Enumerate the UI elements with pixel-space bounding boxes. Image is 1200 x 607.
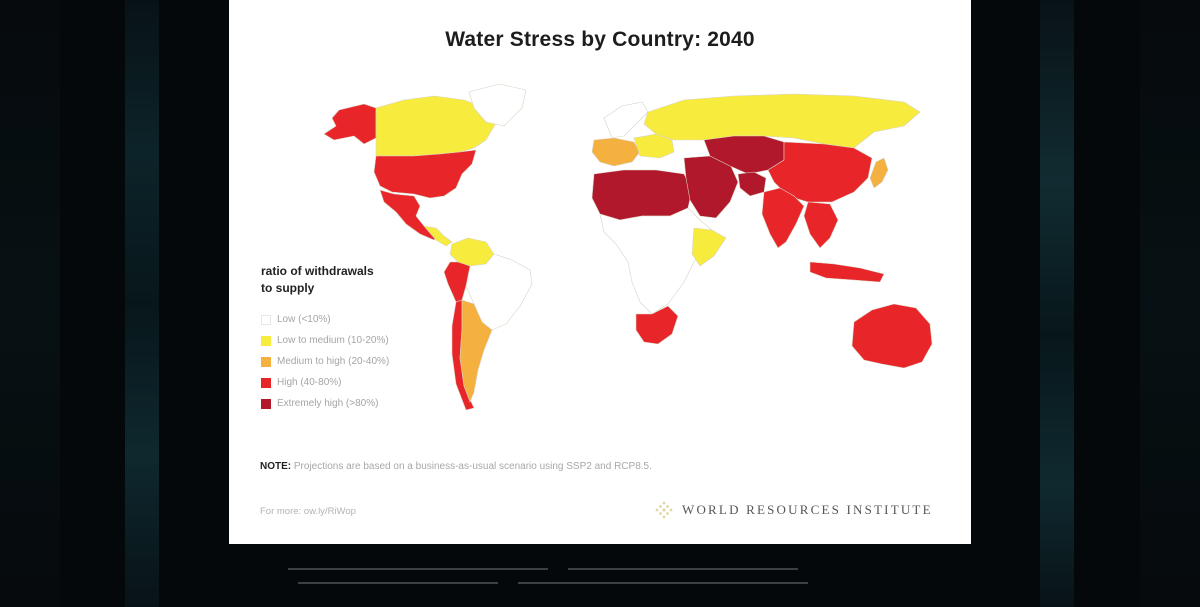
map-region-south-africa xyxy=(635,305,679,345)
map-region-north-africa xyxy=(591,169,693,221)
map-region-china xyxy=(767,141,873,203)
slide: Water Stress by Country: 2040 xyxy=(229,0,971,544)
map-region-scandinavia xyxy=(603,101,649,139)
map-region-indonesia xyxy=(809,261,885,283)
legend-item-high: High (40-80%) xyxy=(261,372,461,393)
background-glow-right xyxy=(1140,0,1200,607)
map-region-sub-saharan-africa xyxy=(599,207,713,315)
note-label: NOTE: xyxy=(260,461,292,472)
map-region-russia xyxy=(643,93,921,149)
background-glow-left-inner xyxy=(125,0,159,607)
map-region-united-states xyxy=(373,149,477,199)
map-region-southeast-asia xyxy=(803,201,839,249)
legend-swatch xyxy=(261,377,271,388)
legend-swatch xyxy=(261,335,271,346)
legend-title-line1: ratio of withdrawals xyxy=(261,264,374,278)
legend-swatch xyxy=(261,356,271,367)
legend-label: High (40-80%) xyxy=(277,377,342,388)
legend-item-medium-high: Medium to high (20-40%) xyxy=(261,351,461,372)
map-region-argentina xyxy=(459,299,493,403)
map-region-alaska xyxy=(323,103,377,145)
legend-item-extremely-high: Extremely high (>80%) xyxy=(261,393,461,414)
note-text: Projections are based on a business-as-u… xyxy=(291,461,652,472)
map-region-japan xyxy=(869,157,889,189)
wri-emblem-icon xyxy=(655,501,673,519)
more-info-link[interactable]: For more: ow.ly/RiWop xyxy=(260,506,356,517)
map-region-greenland xyxy=(468,83,527,127)
map-legend: ratio of withdrawals to supply Low (<10%… xyxy=(261,263,461,414)
world-map xyxy=(323,83,933,411)
map-region-central-america xyxy=(423,225,453,247)
background-glow-left xyxy=(0,0,60,607)
map-region-pakistan xyxy=(737,171,767,197)
legend-item-low-medium: Low to medium (10-20%) xyxy=(261,330,461,351)
legend-title-line2: to supply xyxy=(261,281,315,295)
note: NOTE: Projections are based on a busines… xyxy=(260,461,652,472)
map-title: Water Stress by Country: 2040 xyxy=(445,28,755,51)
map-region-horn-of-africa xyxy=(691,227,727,267)
legend-label: Medium to high (20-40%) xyxy=(277,356,390,367)
legend-item-low: Low (<10%) xyxy=(261,309,461,330)
map-region-western-europe xyxy=(591,137,641,167)
legend-label: Low to medium (10-20%) xyxy=(277,335,389,346)
legend-swatch xyxy=(261,398,271,409)
map-region-india xyxy=(761,187,805,249)
screen-reflection xyxy=(268,560,828,596)
wri-logo: WORLD RESOURCES INSTITUTE xyxy=(654,500,933,520)
legend-swatch xyxy=(261,314,271,325)
org-name: WORLD RESOURCES INSTITUTE xyxy=(682,502,933,517)
legend-label: Extremely high (>80%) xyxy=(277,398,379,409)
background-glow-right-inner xyxy=(1040,0,1074,607)
legend-label: Low (<10%) xyxy=(277,314,331,325)
map-region-australia xyxy=(851,303,933,369)
